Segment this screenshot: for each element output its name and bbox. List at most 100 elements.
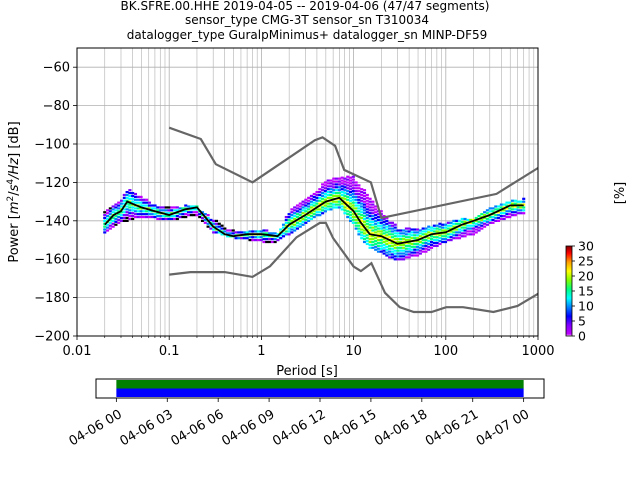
- heatmap-cell: [432, 244, 436, 247]
- heatmap-cell: [318, 191, 322, 194]
- probability-heatmap: [103, 175, 526, 261]
- heatmap-cell: [376, 247, 381, 250]
- heatmap-cell: [371, 240, 375, 244]
- heatmap-cell: [382, 223, 386, 226]
- heatmap-cell: [192, 214, 196, 217]
- heatmap-cell: [354, 207, 358, 210]
- heatmap-cell: [497, 208, 501, 211]
- heatmap-cell: [111, 216, 115, 220]
- heatmap-cell: [161, 209, 165, 212]
- y-label-part-4: /: [7, 191, 22, 196]
- heatmap-cell: [335, 189, 339, 192]
- heatmap-cell: [270, 232, 274, 235]
- heatmap-cell: [164, 217, 168, 221]
- heatmap-cell: [103, 231, 107, 234]
- heatmap-cell: [136, 201, 140, 204]
- heatmap-cell: [161, 206, 165, 209]
- heatmap-cell: [340, 179, 344, 182]
- heatmap-cell: [346, 175, 350, 178]
- heatmap-cell: [374, 208, 378, 211]
- title-line-2: sensor_type CMG-3T sensor_sn T310034: [185, 13, 429, 27]
- heatmap-cell: [298, 202, 302, 205]
- heatmap-cell: [354, 204, 358, 207]
- heatmap-cell: [214, 231, 219, 234]
- heatmap-cell: [362, 229, 367, 232]
- heatmap-cell: [147, 215, 151, 219]
- heatmap-cell: [424, 244, 428, 247]
- y-label-part-3: 2: [6, 196, 16, 202]
- heatmap-cell: [209, 218, 213, 222]
- heatmap-cell: [332, 186, 336, 189]
- heatmap-cell: [329, 185, 333, 188]
- heatmap-cell: [362, 194, 367, 198]
- heatmap-cell: [321, 194, 325, 198]
- heatmap-cell: [293, 223, 297, 226]
- heatmap-cell: [337, 189, 341, 192]
- heatmap-cell: [510, 214, 515, 217]
- heatmap-cell: [128, 191, 132, 195]
- heatmap-cell: [284, 224, 288, 227]
- heatmap-cell: [346, 210, 350, 213]
- heatmap-cell: [343, 197, 347, 200]
- heatmap-cell: [388, 233, 392, 236]
- heatmap-cell: [483, 222, 487, 225]
- heatmap-cell: [390, 221, 394, 224]
- heatmap-cell: [106, 217, 110, 221]
- heatmap-cell: [429, 238, 434, 241]
- heatmap-cell: [242, 237, 246, 240]
- nhnm-line: [168, 126, 539, 220]
- heatmap-cell: [240, 231, 244, 234]
- heatmap-cell: [360, 208, 364, 211]
- heatmap-cell: [340, 191, 344, 194]
- heatmap-cell: [354, 198, 358, 201]
- heatmap-cell: [365, 237, 369, 240]
- heatmap-cell: [407, 233, 411, 236]
- heatmap-cell: [388, 224, 392, 227]
- heatmap-cell: [340, 193, 344, 197]
- heatmap-cell: [404, 239, 408, 242]
- heatmap-cell: [399, 238, 403, 241]
- heatmap-cell: [349, 216, 353, 220]
- heatmap-cell: [354, 184, 358, 187]
- heatmap-cell: [125, 211, 129, 214]
- heatmap-cell: [388, 221, 392, 224]
- heatmap-cell: [212, 231, 216, 234]
- heatmap-cell: [131, 191, 135, 195]
- heatmap-cell: [376, 221, 381, 224]
- heatmap-cell: [362, 212, 367, 215]
- heatmap-cell: [251, 236, 255, 239]
- heatmap-cell: [488, 210, 492, 213]
- heatmap-cell: [379, 236, 383, 239]
- heatmap-cell: [128, 200, 132, 203]
- heatmap-cell: [298, 211, 302, 214]
- heatmap-cell: [170, 209, 174, 212]
- heatmap-cell: [469, 221, 473, 224]
- heatmap-cell: [343, 206, 347, 209]
- heatmap-cell: [435, 244, 439, 247]
- heatmap-cell: [508, 201, 512, 204]
- heatmap-cell: [332, 203, 336, 206]
- heatmap-cell: [376, 227, 381, 230]
- heatmap-cell: [147, 204, 151, 207]
- heatmap-cell: [136, 213, 140, 216]
- heatmap-cell: [133, 210, 138, 213]
- heatmap-cell: [125, 196, 129, 199]
- heatmap-cell: [351, 213, 355, 216]
- heatmap-cell: [167, 206, 171, 209]
- heatmap-cell: [438, 225, 442, 228]
- heatmap-cell: [485, 209, 489, 212]
- heatmap-cell: [424, 230, 428, 233]
- heatmap-cell: [446, 236, 450, 239]
- heatmap-cell: [111, 205, 115, 208]
- heatmap-cell: [237, 231, 241, 234]
- heatmap-cell: [435, 241, 439, 245]
- heatmap-cell: [429, 240, 434, 244]
- heatmap-cell: [343, 189, 347, 192]
- heatmap-cell: [281, 232, 286, 235]
- heatmap-cell: [309, 197, 313, 200]
- heatmap-cell: [122, 202, 126, 205]
- heatmap-cell: [217, 225, 221, 228]
- heatmap-cell: [474, 225, 478, 228]
- heatmap-cell: [393, 238, 397, 241]
- heatmap-cell: [335, 183, 339, 186]
